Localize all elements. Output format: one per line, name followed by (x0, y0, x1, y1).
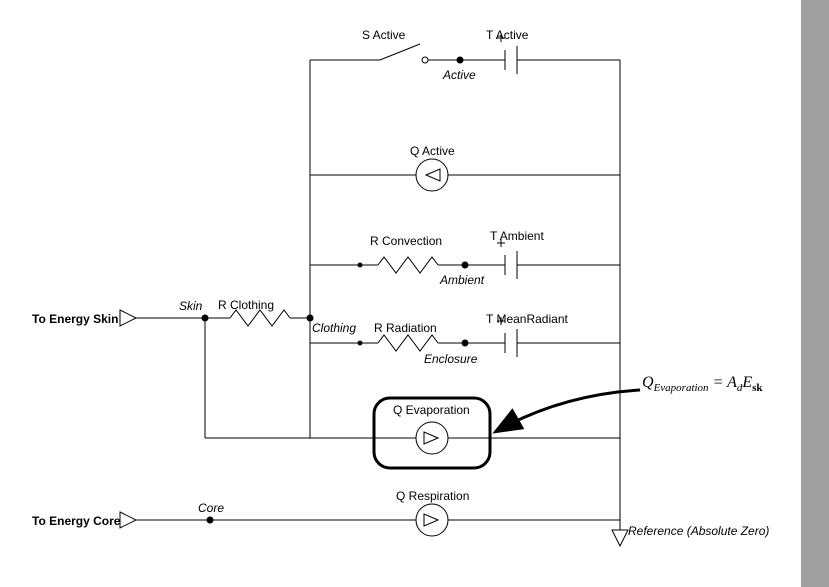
label-reference: Reference (Absolute Zero) (628, 524, 769, 538)
node-ambient: Ambient (440, 273, 484, 287)
port-to-energy-core: To Energy Core (32, 514, 120, 528)
scrollbar-shadow (801, 0, 829, 587)
eq-E: E (742, 374, 752, 391)
label-r-clothing: R Clothing (218, 298, 274, 312)
port-to-energy-skin: To Energy Skin (32, 312, 118, 326)
label-q-respiration: Q Respiration (396, 489, 469, 503)
node-core: Core (198, 501, 224, 515)
node-skin: Skin (179, 299, 202, 313)
label-r-convection: R Convection (370, 234, 442, 248)
eq-Q-sub: Evaporation (654, 382, 709, 394)
label-q-active: Q Active (410, 144, 455, 158)
label-s-active: S Active (362, 28, 405, 42)
label-t-active: T Active (486, 28, 528, 42)
label-t-ambient: T Ambient (490, 229, 544, 243)
eq-Q: Q (642, 374, 654, 391)
node-active: Active (443, 68, 476, 82)
eq-E-sub: sk (752, 382, 762, 394)
node-enclosure: Enclosure (424, 352, 477, 366)
label-t-meanradiant: T MeanRadiant (486, 312, 568, 326)
node-clothing: Clothing (312, 321, 356, 335)
equation-q-evaporation: QEvaporation = AdEsk (642, 374, 763, 394)
eq-equals: = (709, 374, 728, 391)
eq-A: A (727, 374, 737, 391)
label-r-radiation: R Radiation (374, 321, 437, 335)
label-q-evaporation: Q Evaporation (393, 403, 470, 417)
